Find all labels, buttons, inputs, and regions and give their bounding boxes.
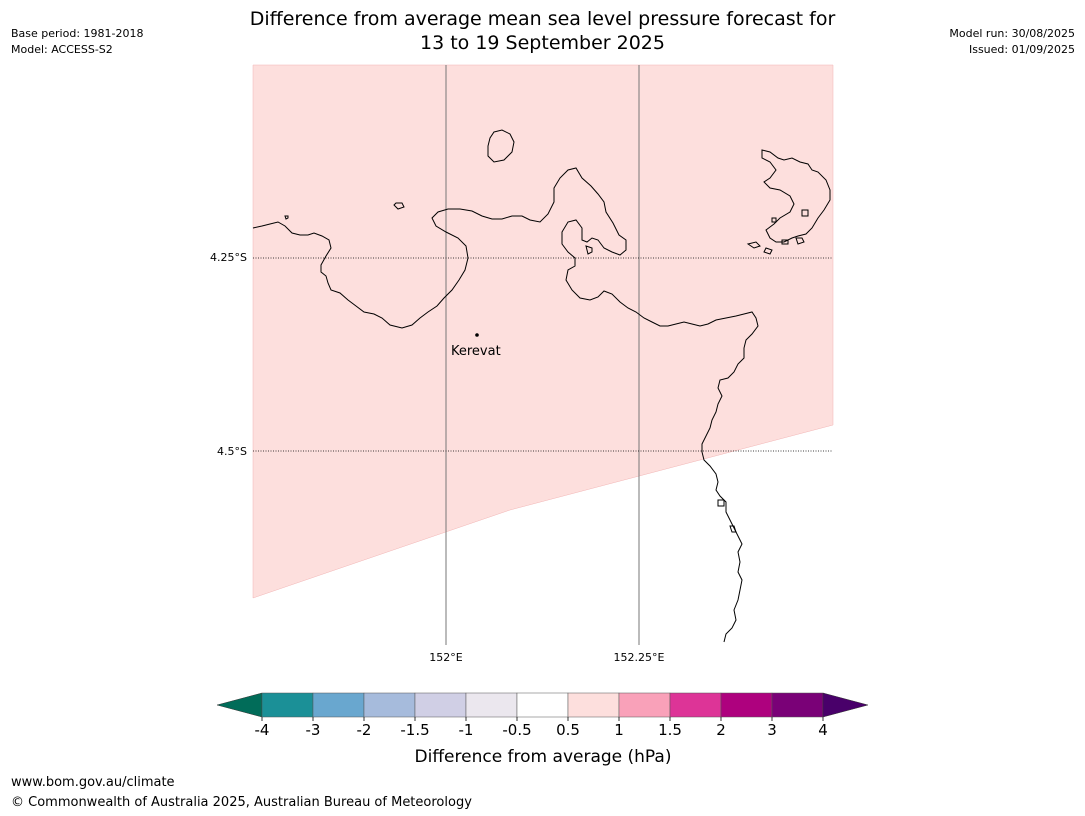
lon-label-152-25e: 152.25°E — [614, 651, 665, 664]
colorbar-extend-low — [216, 692, 263, 718]
footer-copyright: © Commonwealth of Australia 2025, Austra… — [11, 795, 472, 810]
colorbar-swatch — [567, 692, 620, 718]
colorbar-extend-high — [822, 692, 869, 718]
colorbar-swatch — [261, 692, 314, 718]
header-left: Base period: 1981-2018 Model: ACCESS-S2 — [11, 26, 143, 58]
colorbar-tick-label: 3 — [767, 721, 777, 739]
colorbar-tick-label: -3 — [306, 721, 321, 739]
colorbar-swatch — [720, 692, 773, 718]
coastline — [252, 129, 831, 643]
colorbar-swatch — [312, 692, 365, 718]
footer-url: www.bom.gov.au/climate — [11, 775, 175, 790]
colorbar-swatch — [771, 692, 824, 718]
colorbar-swatch — [414, 692, 467, 718]
colorbar-tick-label: -1 — [459, 721, 474, 739]
colorbar-swatch — [516, 692, 569, 718]
colorbar-tick-label: 0.5 — [556, 721, 580, 739]
colorbar-swatch — [465, 692, 518, 718]
colorbar-tick-label: 1.5 — [658, 721, 682, 739]
model-run-text: Model run: 30/08/2025 — [949, 27, 1075, 40]
header-right: Model run: 30/08/2025 Issued: 01/09/2025 — [949, 26, 1075, 58]
lon-label-152e: 152°E — [429, 651, 462, 664]
colorbar: -4 -3 -2 -1.5 -1 -0.5 0.5 1 1.5 2 3 4 — [216, 692, 869, 739]
colorbar-label: Difference from average (hPa) — [415, 747, 672, 767]
map-title-line1: Difference from average mean sea level p… — [249, 8, 836, 30]
base-period-text: Base period: 1981-2018 — [11, 27, 144, 40]
lat-label-4-25s: 4.25°S — [210, 251, 247, 264]
anomaly-shading-region — [252, 64, 834, 599]
colorbar-swatch — [618, 692, 671, 718]
issued-text: Issued: 01/09/2025 — [968, 43, 1075, 56]
colorbar-tick-label: 1 — [614, 721, 624, 739]
colorbar-tick-label: 4 — [818, 721, 828, 739]
colorbar-swatch — [669, 692, 722, 718]
colorbar-tick-label: -2 — [357, 721, 372, 739]
colorbar-swatch — [363, 692, 416, 718]
map-title-line2: 13 to 19 September 2025 — [420, 32, 665, 54]
model-text: Model: ACCESS-S2 — [11, 43, 113, 56]
colorbar-tick-label: 2 — [716, 721, 726, 739]
kerevat-marker — [475, 333, 479, 337]
colorbar-tick-label: -0.5 — [502, 721, 531, 739]
lat-label-4-5s: 4.5°S — [217, 445, 247, 458]
kerevat-label: Kerevat — [451, 344, 501, 359]
colorbar-tick-label: -1.5 — [400, 721, 429, 739]
colorbar-tick-label: -4 — [255, 721, 270, 739]
